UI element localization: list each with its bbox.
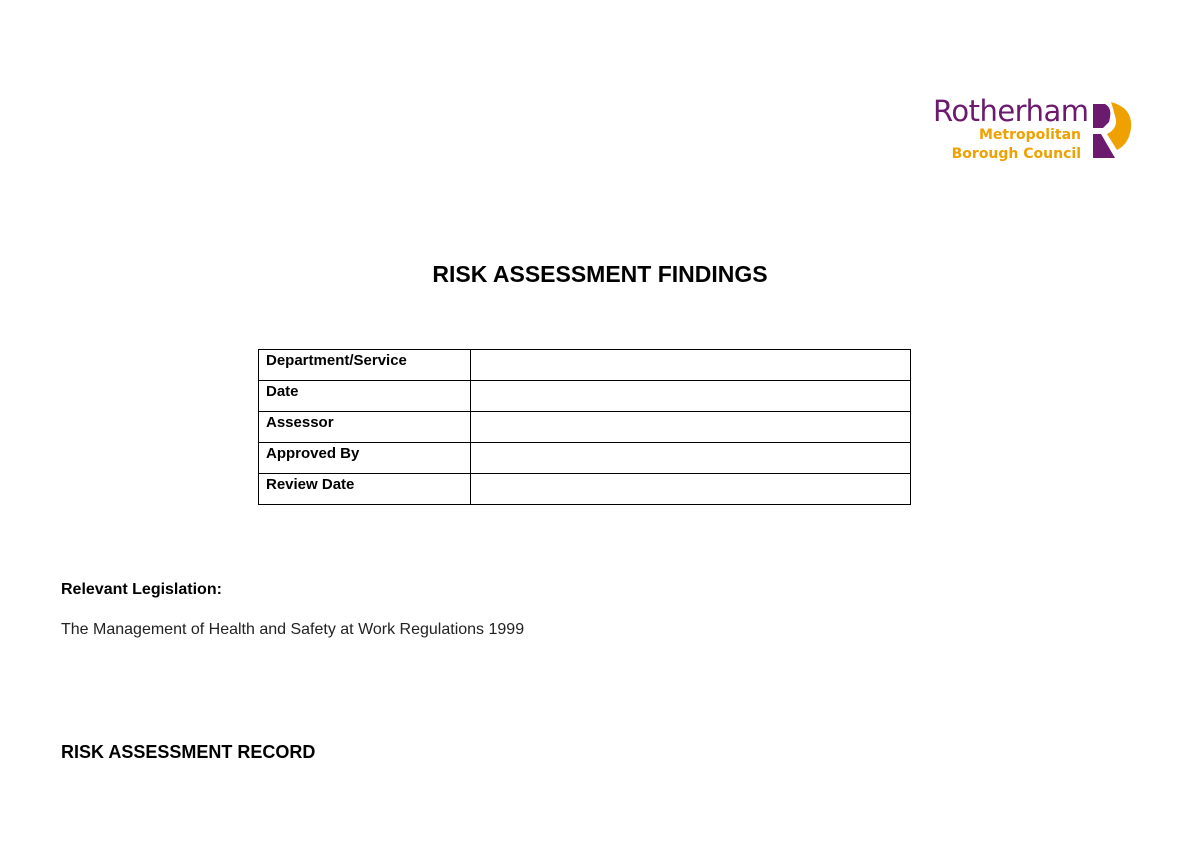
row-label: Department/Service [258,349,471,381]
assessor-field[interactable] [471,412,914,442]
row-label: Approved By [258,442,471,474]
review-date-field[interactable] [471,474,914,504]
approved-by-field[interactable] [471,443,914,473]
row-label: Date [258,380,471,412]
table-row: Assessor [258,411,914,443]
row-label: Review Date [258,473,471,505]
table-row: Date [258,380,914,412]
logo-line-1: Rotherham [933,94,1089,128]
date-field[interactable] [471,381,914,411]
table-row: Review Date [258,473,914,505]
legislation-heading: Relevant Legislation: [61,581,222,598]
row-label: Assessor [258,411,471,443]
record-heading: RISK ASSESSMENT RECORD [61,742,316,762]
table-row: Department/Service [258,349,914,381]
legislation-text: The Management of Health and Safety at W… [61,621,525,638]
logo-r-icon [1093,102,1132,158]
department-service-field[interactable] [471,350,914,380]
logo-line-3: Borough Council [951,146,1081,162]
council-logo: Rotherham Metropolitan Borough Council [933,94,1138,166]
page-title: RISK ASSESSMENT FINDINGS [432,261,768,287]
details-table: Department/Service Date Assessor Approve… [258,349,914,505]
table-row: Approved By [258,442,914,474]
logo-line-2: Metropolitan [979,127,1081,143]
